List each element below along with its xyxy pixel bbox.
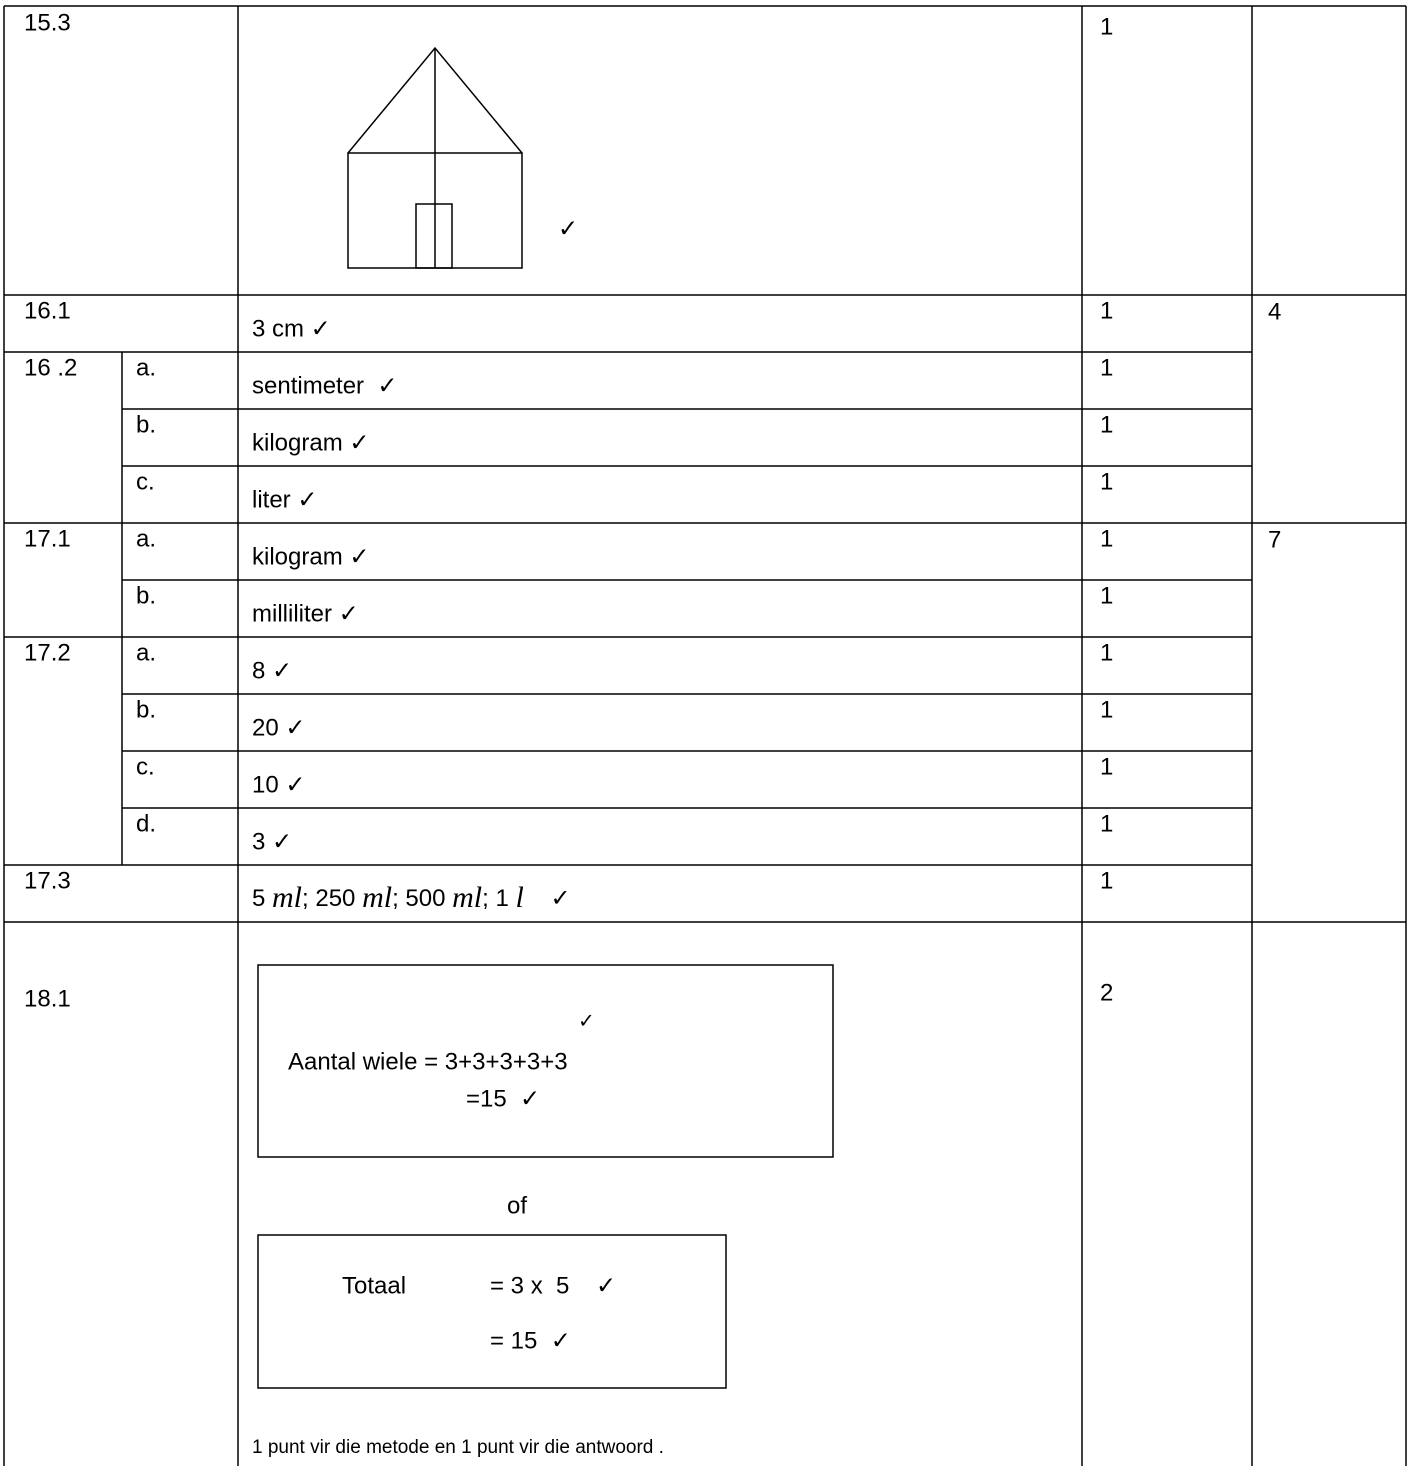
house-drawing: [347, 46, 523, 269]
sub-letter: a.: [136, 525, 156, 552]
method-box: [257, 964, 834, 1158]
answer: kilogram ✓: [252, 429, 369, 456]
method-line: = 15 ✓: [490, 1327, 571, 1354]
method-box: [257, 1234, 727, 1389]
answer: 5 ml; 250 ml; 500 ml; 1 l ✓: [252, 881, 571, 914]
mark: 1: [1100, 582, 1113, 609]
sub-letter: a.: [136, 639, 156, 666]
answer: 8 ✓: [252, 657, 292, 684]
answer: 10 ✓: [252, 771, 305, 798]
mark: 1: [1100, 13, 1113, 40]
door: [415, 203, 453, 269]
question-number: 18.1: [24, 985, 71, 1012]
answer: milliliter ✓: [252, 600, 359, 627]
method-line: Aantal wiele = 3+3+3+3+3: [288, 1048, 568, 1075]
answer-part: ✓: [524, 885, 571, 912]
sub-letter: b.: [136, 411, 156, 438]
answer-part: ; 500: [392, 885, 452, 912]
answer: kilogram ✓: [252, 543, 369, 570]
unit-symbol: l: [515, 881, 523, 914]
separator: of: [507, 1192, 527, 1219]
unit-symbol: ml: [272, 881, 302, 914]
answer: 3 ✓: [252, 828, 292, 855]
sub-letter: d.: [136, 810, 156, 837]
answer-part: ; 1: [482, 885, 515, 912]
unit-symbol: ml: [452, 881, 482, 914]
question-number: 16 .2: [24, 354, 77, 381]
mark: 2: [1100, 979, 1113, 1006]
sub-letter: b.: [136, 696, 156, 723]
mark: 1: [1100, 753, 1113, 780]
mark: 1: [1100, 525, 1113, 552]
unit-symbol: ml: [362, 881, 392, 914]
answer: sentimeter ✓: [252, 372, 398, 399]
total-mark: 4: [1268, 298, 1281, 325]
mark: 1: [1100, 639, 1113, 666]
sub-letter: b.: [136, 582, 156, 609]
method-line: =15 ✓: [466, 1085, 540, 1112]
mark: 1: [1100, 867, 1113, 894]
note: 1 punt vir die metode en 1 punt vir die …: [252, 1437, 664, 1458]
mark: 1: [1100, 297, 1113, 324]
mark: 1: [1100, 468, 1113, 495]
mark: 1: [1100, 411, 1113, 438]
answer: 3 cm ✓: [252, 315, 331, 342]
sub-letter: c.: [136, 468, 155, 495]
sub-letter: c.: [136, 753, 155, 780]
question-number: 17.1: [24, 525, 71, 552]
answer-part: 5: [252, 885, 272, 912]
question-number: 17.3: [24, 867, 71, 894]
question-number: 15.3: [24, 9, 71, 36]
total-mark: 7: [1268, 526, 1281, 553]
answer-part: ; 250: [302, 885, 362, 912]
question-number: 17.2: [24, 639, 71, 666]
question-number: 16.1: [24, 297, 71, 324]
mark: 1: [1100, 810, 1113, 837]
answer: 20 ✓: [252, 714, 305, 741]
check-mark: ✓: [578, 1010, 595, 1032]
check-mark: ✓: [558, 215, 578, 242]
mark: 1: [1100, 696, 1113, 723]
method-line: = 3 x 5 ✓: [490, 1272, 616, 1299]
mark: 1: [1100, 354, 1113, 381]
answer: liter ✓: [252, 486, 317, 513]
method-label: Totaal: [342, 1272, 406, 1299]
sub-letter: a.: [136, 354, 156, 381]
